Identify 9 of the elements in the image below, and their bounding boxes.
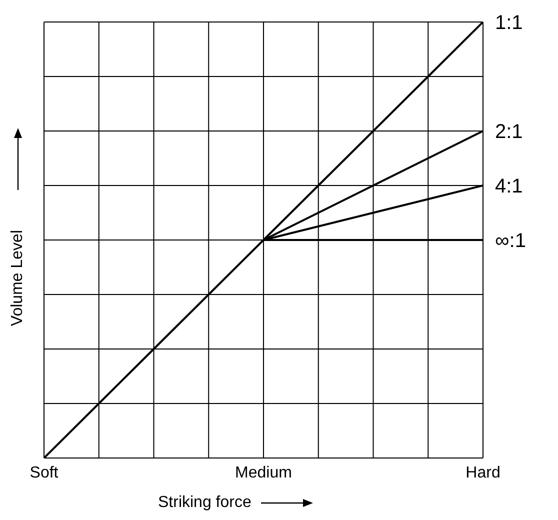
y-axis-title: Volume Level — [9, 230, 27, 326]
x-tick-label: Hard — [466, 464, 500, 482]
series-label: 4:1 — [495, 176, 523, 198]
x-axis-title: Striking force — [158, 494, 252, 512]
series-label: ∞:1 — [495, 230, 526, 252]
x-tick-label: Medium — [235, 464, 292, 482]
series-label: 1:1 — [495, 12, 523, 34]
series-label: 2:1 — [495, 121, 523, 143]
x-tick-label: Soft — [30, 464, 59, 482]
